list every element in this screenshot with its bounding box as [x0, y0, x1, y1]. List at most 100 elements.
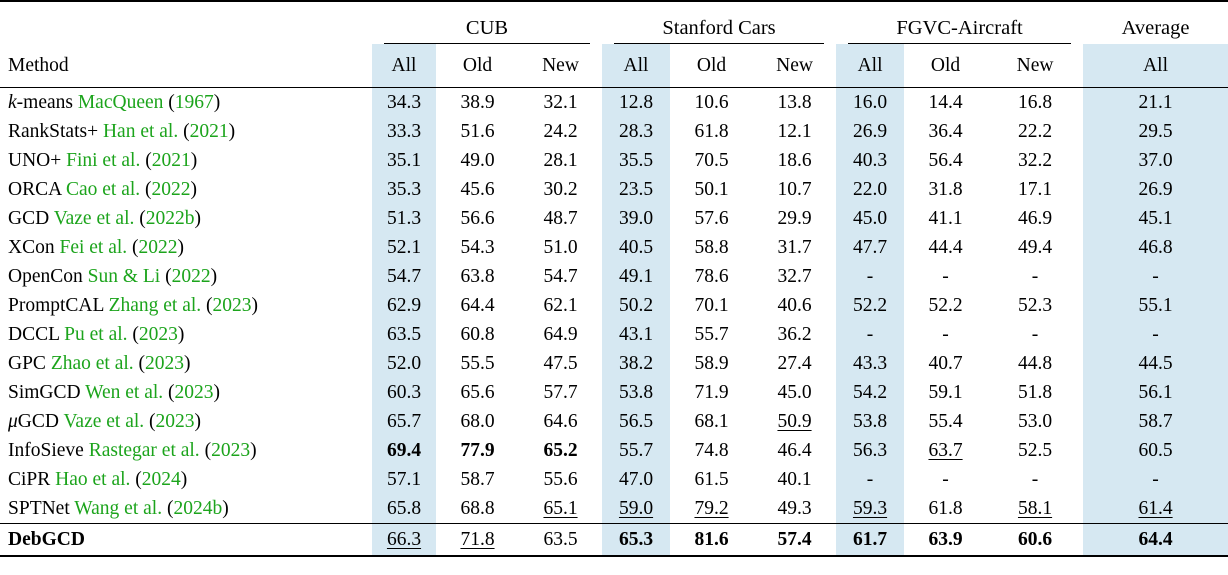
table-row: DCCL Pu et al. (2023) 63.5 60.8 64.9 43.1 55.… [0, 320, 1228, 349]
citation-year-link[interactable]: 2024b [173, 497, 223, 519]
score-cell: 35.3 [372, 175, 436, 204]
citation-year-link[interactable]: 2023 [212, 294, 252, 316]
score-cell: 33.3 [372, 117, 436, 146]
citation-link[interactable]: Pu et al. [64, 323, 128, 345]
score-cell: 14.4 [928, 91, 963, 113]
table-row: ORCA Cao et al. (2022) 35.3 45.6 30.2 23.5 50… [0, 175, 1228, 204]
score-cell: 60.5 [1083, 436, 1228, 465]
citation-link[interactable]: Fini et al. [66, 149, 141, 171]
score-cell: 57.7 [543, 381, 578, 403]
score-cell: - [942, 265, 949, 287]
method-cell: GCD Vaze et al. (2022b) [8, 207, 201, 229]
table-row: SPTNet Wang et al. (2024b) 65.8 68.8 65.1 59… [0, 494, 1228, 524]
score-cell: 65.3 [602, 523, 671, 557]
score-cell: 55.7 [694, 323, 729, 345]
citation-year-link[interactable]: 2023 [145, 352, 185, 374]
score-cell: 49.0 [460, 149, 495, 171]
citation-year-link[interactable]: 2023 [138, 323, 178, 345]
citation-year-link[interactable]: 2022 [138, 236, 178, 258]
score-cell: 52.1 [372, 233, 436, 262]
score-cell: 55.1 [1083, 291, 1228, 320]
score-cell: 63.5 [372, 320, 436, 349]
citation-year-link[interactable]: 2024 [141, 468, 181, 490]
citation-link[interactable]: Fei et al. [59, 236, 128, 258]
citation-year-link[interactable]: 2022 [171, 265, 211, 287]
method-cell: OpenCon Sun & Li (2022) [8, 265, 218, 287]
table-row: DebGCD 66.3 71.8 63.5 65.3 81.6 57.4 61.7 63.9 60… [0, 523, 1228, 557]
score-cell: 62.1 [543, 294, 578, 316]
score-cell: 44.8 [1017, 352, 1053, 374]
score-cell: 43.3 [836, 349, 905, 378]
citation-link[interactable]: Han et al. [102, 120, 179, 142]
citation-link[interactable]: Zhang et al. [108, 294, 202, 316]
score-cell: 10.7 [777, 178, 812, 200]
score-cell: 51.3 [372, 204, 436, 233]
citation-year-link[interactable]: 2023 [174, 381, 214, 403]
citation-link[interactable]: MacQueen [77, 91, 164, 113]
group-underline [614, 43, 825, 44]
score-cell: 17.1 [1017, 178, 1053, 200]
method-cell: CiPR Hao et al. (2024) [8, 468, 188, 490]
table-row: RankStats+ Han et al. (2021) 33.3 51.6 24.2… [0, 117, 1228, 146]
score-cell: 54.2 [836, 378, 905, 407]
citation-year-link[interactable]: 2022b [145, 207, 195, 229]
method-name: GCD [8, 207, 50, 229]
table-row: GPC Zhao et al. (2023) 52.0 55.5 47.5 38.2 58… [0, 349, 1228, 378]
score-cell: - [1083, 320, 1228, 349]
score-cell: 46.4 [777, 439, 812, 461]
column-header-all: All [1083, 44, 1228, 88]
method-name: DCCL [8, 323, 60, 345]
citation-link[interactable]: Wen et al. [85, 381, 164, 403]
table-row: XCon Fei et al. (2022) 52.1 54.3 51.0 40.5 58… [0, 233, 1228, 262]
method-name: SPTNet [8, 497, 70, 519]
citation-link[interactable]: Wang et al. [74, 497, 163, 519]
citation-link[interactable]: Cao et al. [65, 178, 141, 200]
citation-year-link[interactable]: 1967 [174, 91, 214, 113]
score-cell: 18.6 [777, 149, 812, 171]
group-underline [384, 43, 591, 44]
citation-link[interactable]: Vaze et al. [53, 207, 135, 229]
score-cell: - [942, 323, 949, 345]
score-cell: 63.9 [904, 523, 988, 557]
citation-year-link[interactable]: 2023 [155, 410, 195, 432]
method-cell: SPTNet Wang et al. (2024b) [8, 497, 229, 519]
method-cell: GPC Zhao et al. (2023) [8, 352, 191, 374]
score-cell: 16.0 [836, 87, 905, 117]
column-header-new: New [987, 44, 1084, 88]
table-row: μGCD Vaze et al. (2023) 65.7 68.0 64.6 56.5 6… [0, 407, 1228, 436]
citation-link[interactable]: Vaze et al. [63, 410, 145, 432]
score-cell: - [1083, 465, 1228, 494]
score-cell: 58.9 [694, 352, 729, 374]
citation-link[interactable]: Rastegar et al. [88, 439, 200, 461]
method-name: GPC [8, 352, 46, 374]
column-header-old: Old [904, 44, 988, 88]
score-cell: 16.8 [1017, 91, 1053, 113]
column-group-label: Stanford Cars [662, 17, 776, 39]
column-header-all: All [602, 44, 671, 88]
citation-year-link[interactable]: 2023 [211, 439, 251, 461]
citation-year-link[interactable]: 2021 [189, 120, 229, 142]
score-cell: 49.3 [777, 497, 812, 519]
citation-year-link[interactable]: 2021 [151, 149, 191, 171]
citation-link[interactable]: Zhao et al. [50, 352, 134, 374]
score-cell: 13.8 [777, 91, 812, 113]
score-cell: 65.1 [543, 497, 578, 519]
score-cell: - [1031, 265, 1039, 287]
score-cell: 70.5 [694, 149, 729, 171]
score-cell: 60.3 [372, 378, 436, 407]
column-header-old: Old [436, 44, 519, 88]
score-cell: 64.4 [1083, 523, 1228, 557]
score-cell: 24.2 [543, 120, 578, 142]
score-cell: 65.8 [372, 494, 436, 524]
citation-year-link[interactable]: 2022 [151, 178, 191, 200]
method-cell: DCCL Pu et al. (2023) [8, 323, 185, 345]
score-cell: 60.8 [460, 323, 495, 345]
column-header-row: Method All Old New All Old New All Old New All [0, 44, 1228, 88]
citation-link[interactable]: Sun & Li [87, 265, 161, 287]
score-cell: 34.3 [372, 87, 436, 117]
score-cell: 37.0 [1083, 146, 1228, 175]
score-cell: 62.9 [372, 291, 436, 320]
column-header-new: New [519, 44, 603, 88]
citation-link[interactable]: Hao et al. [55, 468, 131, 490]
score-cell: 70.1 [694, 294, 729, 316]
